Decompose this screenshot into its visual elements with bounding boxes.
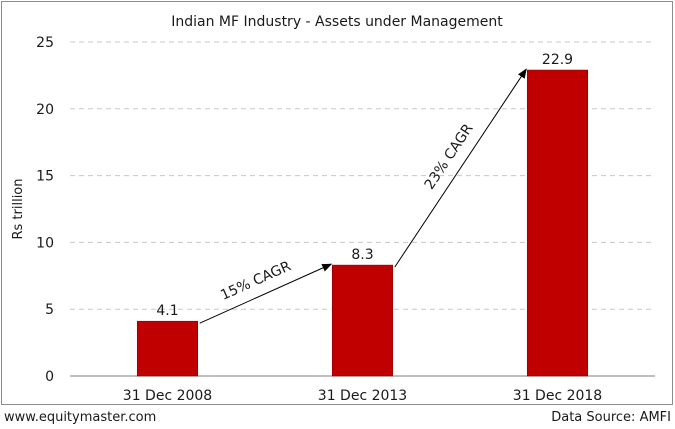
cagr-arrow	[199, 263, 333, 324]
x-tick-label: 31 Dec 2008	[123, 388, 212, 404]
data-labels: 4.1 8.3 22.9	[156, 52, 573, 319]
chart-title: Indian MF Industry - Assets under Manage…	[171, 14, 503, 30]
bar	[136, 320, 199, 377]
footer-source: Data Source: AMFI	[551, 410, 671, 425]
bar	[331, 264, 394, 377]
y-tick-label: 5	[45, 302, 54, 318]
cagr-label: 15% CAGR	[218, 258, 293, 304]
chart-frame	[1, 1, 673, 405]
y-axis-label: Rs trillion	[11, 178, 26, 239]
y-tick-labels: 0 5 10 15 20 25	[36, 35, 54, 385]
y-tick-label: 25	[36, 35, 54, 51]
cagr-arrow	[394, 68, 527, 268]
bar-chart: Indian MF Industry - Assets under Manage…	[11, 14, 655, 404]
data-label: 4.1	[156, 303, 178, 319]
y-tick-label: 20	[36, 102, 54, 118]
x-tick-label: 31 Dec 2018	[513, 388, 602, 404]
y-tick-label: 0	[45, 369, 54, 385]
data-label: 22.9	[542, 52, 573, 68]
y-tick-label: 10	[36, 235, 54, 251]
footer-website: www.equitymaster.com	[4, 410, 157, 425]
bars	[136, 69, 589, 377]
y-tick-label: 15	[36, 169, 54, 185]
x-tick-label: 31 Dec 2013	[318, 388, 407, 404]
x-tick-labels: 31 Dec 2008 31 Dec 2013 31 Dec 2018	[123, 388, 602, 404]
bar	[526, 69, 589, 377]
data-label: 8.3	[351, 247, 373, 263]
